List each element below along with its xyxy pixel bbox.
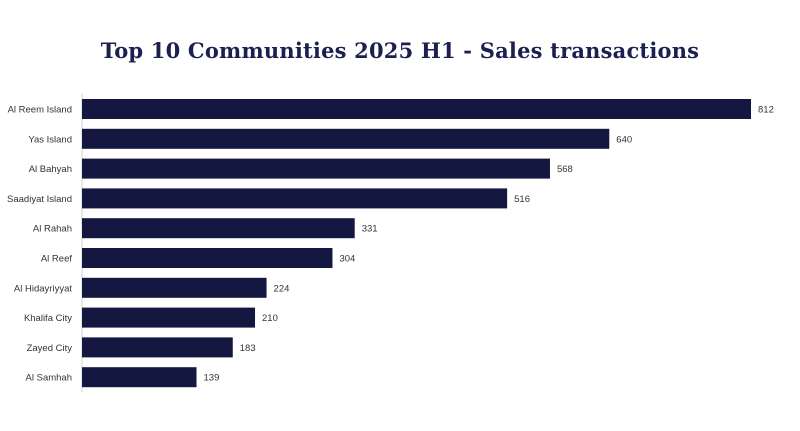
category-label-al-samhah: Al Samhah [26, 373, 72, 384]
value-label-zayed-city: 183 [240, 343, 256, 354]
value-label-al-hidayriyyat: 224 [274, 283, 290, 294]
bars-group: Al Reem Island 812 Yas Island 640 Al Bahyah 5… [7, 99, 774, 388]
bar-al-reef [82, 248, 333, 268]
value-label-yas-island: 640 [616, 134, 632, 145]
value-label-khalifa-city: 210 [262, 313, 278, 324]
category-label-zayed-city: Zayed City [27, 343, 73, 354]
bar-saadiyat-island [82, 188, 508, 209]
bar-al-samhah [82, 367, 197, 388]
bar-al-bahyah [82, 158, 550, 179]
category-label-al-rahah: Al Rahah [33, 224, 72, 235]
bar-zayed-city [82, 337, 233, 358]
category-label-al-reem-island: Al Reem Island [8, 105, 72, 116]
chart-title: Top 10 Communities 2025 H1 - Sales trans… [100, 38, 700, 63]
value-label-al-bahyah: 568 [557, 164, 573, 175]
category-label-al-bahyah: Al Bahyah [29, 164, 72, 175]
category-label-saadiyat-island: Saadiyat Island [7, 194, 72, 205]
category-label-yas-island: Yas Island [28, 134, 72, 145]
bar-al-hidayriyyat [82, 277, 267, 298]
value-label-al-samhah: 139 [204, 373, 220, 384]
value-label-saadiyat-island: 516 [514, 194, 530, 205]
value-label-al-reef: 304 [339, 254, 355, 265]
category-label-al-reef: Al Reef [41, 254, 73, 265]
value-label-al-reem-island: 812 [758, 105, 774, 116]
category-label-khalifa-city: Khalifa City [24, 313, 72, 324]
bar-al-rahah [82, 218, 355, 239]
bar-yas-island [82, 128, 610, 149]
value-label-al-rahah: 331 [362, 224, 378, 235]
bar-al-reem-island [82, 99, 751, 119]
category-label-al-hidayriyyat: Al Hidayriyyat [14, 283, 72, 294]
bar-khalifa-city [82, 307, 256, 328]
